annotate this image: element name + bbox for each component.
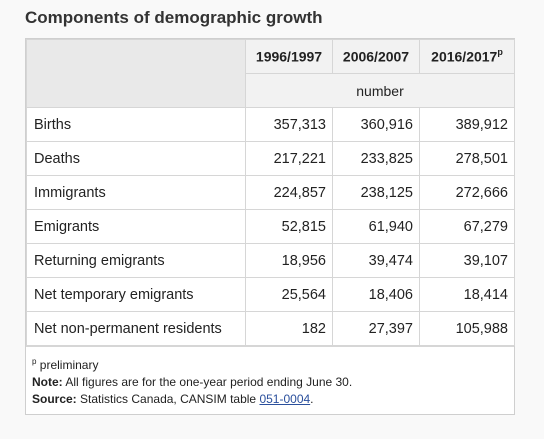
cell-value: 238,125 <box>332 175 420 210</box>
cell-value: 18,406 <box>332 277 420 312</box>
row-label: Emigrants <box>26 209 246 244</box>
source-table-link[interactable]: 051-0004 <box>259 392 311 406</box>
row-label: Net temporary emigrants <box>26 277 246 312</box>
cell-value: 357,313 <box>245 107 333 142</box>
row-label: Net non-permanent residents <box>26 311 246 346</box>
table-row: Emigrants 52,815 61,940 67,279 <box>26 209 515 244</box>
cell-value: 233,825 <box>332 141 420 176</box>
row-label: Deaths <box>26 141 246 176</box>
row-label: Returning emigrants <box>26 243 246 278</box>
cell-value: 272,666 <box>419 175 515 210</box>
preliminary-note: p preliminary <box>32 357 99 372</box>
table-notes: p preliminary Note: All figures are for … <box>26 346 514 414</box>
table-row: Births 357,313 360,916 389,912 <box>26 107 515 142</box>
cell-value: 224,857 <box>245 175 333 210</box>
unit-row: number <box>27 73 515 108</box>
cell-value: 18,956 <box>245 243 333 278</box>
table-body: Births 357,313 360,916 389,912 Deaths 217,221… <box>26 107 515 346</box>
cell-value: 27,397 <box>332 311 420 346</box>
cell-value: 18,414 <box>419 277 515 312</box>
cell-value: 278,501 <box>419 141 515 176</box>
cell-value: 389,912 <box>419 107 515 142</box>
cell-value: 182 <box>245 311 333 346</box>
demographic-table: 1996/1997 2006/2007 2016/2017p number Bi… <box>26 39 515 346</box>
cell-value: 360,916 <box>332 107 420 142</box>
table-row: Immigrants 224,857 238,125 272,666 <box>26 175 515 210</box>
table-title: Components of demographic growth <box>25 8 323 27</box>
column-header: 2016/2017p <box>419 39 515 74</box>
cell-value: 39,474 <box>332 243 420 278</box>
column-header: 1996/1997 <box>245 39 333 74</box>
cell-value: 217,221 <box>245 141 333 176</box>
cell-value: 105,988 <box>419 311 515 346</box>
cell-value: 61,940 <box>332 209 420 244</box>
row-label: Births <box>26 107 246 142</box>
cell-value: 52,815 <box>245 209 333 244</box>
unit-label: number <box>245 73 515 108</box>
source-note: Source: Statistics Canada, CANSIM table … <box>32 392 314 406</box>
header-row: 1996/1997 2006/2007 2016/2017p <box>26 39 515 108</box>
table-container: 1996/1997 2006/2007 2016/2017p number Bi… <box>25 38 515 415</box>
header-corner <box>26 39 246 108</box>
table-row: Net temporary emigrants 25,564 18,406 18,41… <box>26 277 515 312</box>
general-note: Note: All figures are for the one-year p… <box>32 375 353 389</box>
column-header: 2006/2007 <box>332 39 420 74</box>
row-label: Immigrants <box>26 175 246 210</box>
cell-value: 67,279 <box>419 209 515 244</box>
table-row: Net non-permanent residents 182 27,397 105,… <box>26 311 515 346</box>
table-row: Returning emigrants 18,956 39,474 39,107 <box>26 243 515 278</box>
table-row: Deaths 217,221 233,825 278,501 <box>26 141 515 176</box>
cell-value: 25,564 <box>245 277 333 312</box>
cell-value: 39,107 <box>419 243 515 278</box>
